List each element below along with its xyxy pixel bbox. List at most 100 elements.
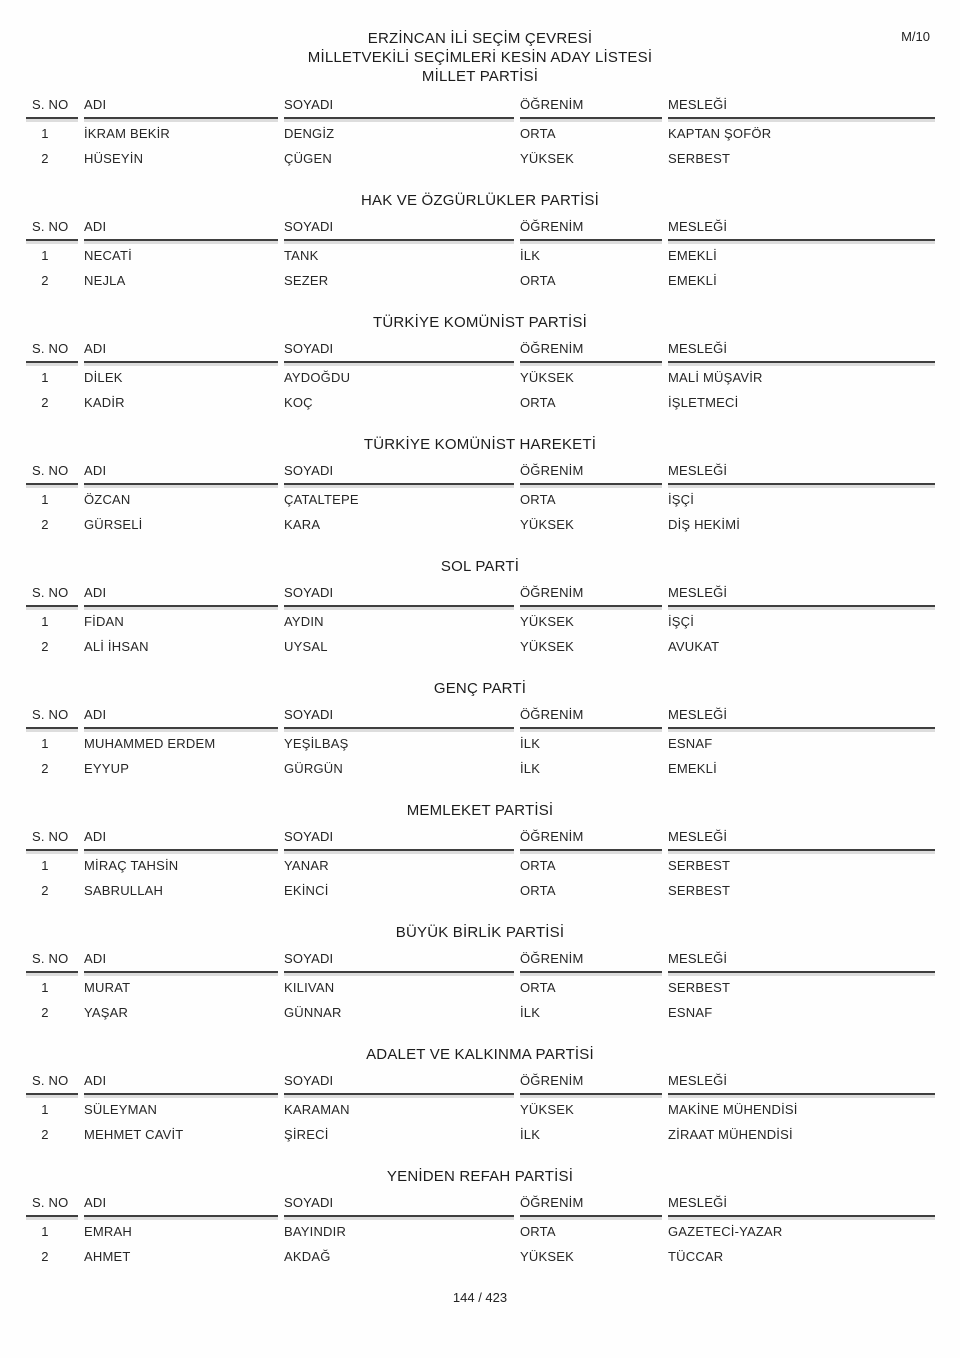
table-row: 1 NECATİ TANK İLK EMEKLİ <box>26 243 935 268</box>
column-header-ogrenim: ÖĞRENİM <box>520 97 662 119</box>
cell-ogrenim: YÜKSEK <box>520 1249 574 1264</box>
cell-ogrenim: ORTA <box>520 273 556 288</box>
column-header-meslegi: MESLEĞİ <box>668 463 935 485</box>
cell-adi: GÜRSELİ <box>84 517 143 532</box>
table-row: 1 MUHAMMED ERDEM YEŞİLBAŞ İLK ESNAF <box>26 731 935 756</box>
party-title: HAK VE ÖZGÜRLÜKLER PARTİSİ <box>360 192 600 209</box>
cell-soyadi: AYDOĞDU <box>284 370 351 385</box>
cell-no: 1 <box>41 858 49 873</box>
table-row: 1 DİLEK AYDOĞDU YÜKSEK MALİ MÜŞAVİR <box>26 365 935 390</box>
cell-soyadi: ÇATALTEPE <box>284 492 359 507</box>
column-header-soyadi: SOYADI <box>284 463 514 485</box>
cell-meslegi: TÜCCAR <box>668 1249 724 1264</box>
party-section: TÜRKİYE KOMÜNİST PARTİSİ S. NO ADI SOYADI Ö… <box>0 314 960 415</box>
party-section: ADALET VE KALKINMA PARTİSİ S. NO ADI SOYAD… <box>0 1046 960 1147</box>
cell-adi: MUHAMMED ERDEM <box>84 736 216 751</box>
cell-no: 2 <box>41 273 49 288</box>
column-header-adi: ADI <box>84 97 278 119</box>
title-list-name: MİLLETVEKİLİ SEÇİMLERİ KESİN ADAY LİSTES… <box>307 49 653 66</box>
cell-meslegi: İŞLETMECİ <box>668 395 739 410</box>
column-header-ogrenim: ÖĞRENİM <box>520 341 662 363</box>
cell-meslegi: ESNAF <box>668 736 713 751</box>
column-header-soyadi: SOYADI <box>284 585 514 607</box>
column-header-meslegi: MESLEĞİ <box>668 97 935 119</box>
cell-no: 1 <box>41 1102 49 1117</box>
cell-meslegi: KAPTAN ŞOFÖR <box>668 126 772 141</box>
cell-soyadi: DENGİZ <box>284 126 335 141</box>
cell-ogrenim: YÜKSEK <box>520 639 574 654</box>
column-header-no: S. NO <box>26 341 78 363</box>
candidate-table: S. NO ADI SOYADI ÖĞRENİM MESLEĞİ 1 MUHAMMED E… <box>26 707 935 781</box>
party-title: TÜRKİYE KOMÜNİST PARTİSİ <box>372 314 587 331</box>
table-row: 1 ÖZCAN ÇATALTEPE ORTA İŞÇİ <box>26 487 935 512</box>
column-header-meslegi: MESLEĞİ <box>668 341 935 363</box>
doc-code: M/10 <box>901 29 930 44</box>
column-header-meslegi: MESLEĞİ <box>668 1195 935 1217</box>
cell-adi: DİLEK <box>84 370 123 385</box>
party-title: YENİDEN REFAH PARTİSİ <box>386 1168 574 1185</box>
column-header-adi: ADI <box>84 341 278 363</box>
cell-soyadi: EKİNCİ <box>284 883 329 898</box>
party-title: GENÇ PARTİ <box>433 680 527 697</box>
table-header-row: S. NO ADI SOYADI ÖĞRENİM MESLEĞİ <box>26 463 935 487</box>
cell-ogrenim: ORTA <box>520 1224 556 1239</box>
cell-adi: ÖZCAN <box>84 492 131 507</box>
cell-soyadi: GÜNNAR <box>284 1005 342 1020</box>
cell-soyadi: KARA <box>284 517 321 532</box>
party-section: S. NO ADI SOYADI ÖĞRENİM MESLEĞİ 1 İKRAM BEKİ… <box>0 97 960 171</box>
table-row: 1 İKRAM BEKİR DENGİZ ORTA KAPTAN ŞOFÖR <box>26 121 935 146</box>
document-header: ERZİNCAN İLİ SEÇİM ÇEVRESİ MİLLETVEKİLİ … <box>0 0 960 86</box>
page-number: 144 / 423 <box>452 1290 508 1305</box>
cell-no: 2 <box>41 1249 49 1264</box>
cell-no: 1 <box>41 614 49 629</box>
cell-no: 2 <box>41 883 49 898</box>
column-header-soyadi: SOYADI <box>284 829 514 851</box>
column-header-meslegi: MESLEĞİ <box>668 585 935 607</box>
column-header-ogrenim: ÖĞRENİM <box>520 585 662 607</box>
cell-soyadi: KILIVAN <box>284 980 335 995</box>
party-title: TÜRKİYE KOMÜNİST HAREKETİ <box>363 436 597 453</box>
table-header-row: S. NO ADI SOYADI ÖĞRENİM MESLEĞİ <box>26 341 935 365</box>
cell-soyadi: ÇÜGEN <box>284 151 332 166</box>
cell-meslegi: DİŞ HEKİMİ <box>668 517 741 532</box>
candidate-table: S. NO ADI SOYADI ÖĞRENİM MESLEĞİ 1 EMRAH BAYIN… <box>26 1195 935 1269</box>
cell-meslegi: İŞÇİ <box>668 614 695 629</box>
cell-soyadi: TANK <box>284 248 319 263</box>
cell-no: 1 <box>41 736 49 751</box>
cell-no: 2 <box>41 517 49 532</box>
cell-soyadi: AKDAĞ <box>284 1249 331 1264</box>
cell-no: 1 <box>41 370 49 385</box>
column-header-adi: ADI <box>84 829 278 851</box>
table-row: 1 FİDAN AYDIN YÜKSEK İŞÇİ <box>26 609 935 634</box>
cell-no: 2 <box>41 639 49 654</box>
cell-meslegi: MALİ MÜŞAVİR <box>668 370 763 385</box>
column-header-no: S. NO <box>26 97 78 119</box>
cell-no: 2 <box>41 151 49 166</box>
cell-ogrenim: ORTA <box>520 883 556 898</box>
column-header-adi: ADI <box>84 707 278 729</box>
column-header-no: S. NO <box>26 585 78 607</box>
candidate-table: S. NO ADI SOYADI ÖĞRENİM MESLEĞİ 1 MİRAÇ TAHS… <box>26 829 935 903</box>
cell-no: 1 <box>41 126 49 141</box>
table-row: 2 SABRULLAH EKİNCİ ORTA SERBEST <box>26 878 935 903</box>
table-row: 2 HÜSEYİN ÇÜGEN YÜKSEK SERBEST <box>26 146 935 171</box>
column-header-soyadi: SOYADI <box>284 97 514 119</box>
column-header-soyadi: SOYADI <box>284 1195 514 1217</box>
column-header-ogrenim: ÖĞRENİM <box>520 1195 662 1217</box>
candidate-table: S. NO ADI SOYADI ÖĞRENİM MESLEĞİ 1 İKRAM BEKİ… <box>26 97 935 171</box>
column-header-ogrenim: ÖĞRENİM <box>520 707 662 729</box>
column-header-meslegi: MESLEĞİ <box>668 219 935 241</box>
cell-ogrenim: İLK <box>520 736 541 751</box>
cell-meslegi: SERBEST <box>668 151 731 166</box>
column-header-ogrenim: ÖĞRENİM <box>520 951 662 973</box>
table-header-row: S. NO ADI SOYADI ÖĞRENİM MESLEĞİ <box>26 1195 935 1219</box>
cell-adi: EMRAH <box>84 1224 132 1239</box>
column-header-no: S. NO <box>26 951 78 973</box>
cell-ogrenim: ORTA <box>520 126 556 141</box>
column-header-meslegi: MESLEĞİ <box>668 707 935 729</box>
table-row: 2 AHMET AKDAĞ YÜKSEK TÜCCAR <box>26 1244 935 1269</box>
cell-meslegi: MAKİNE MÜHENDİSİ <box>668 1102 798 1117</box>
table-row: 2 YAŞAR GÜNNAR İLK ESNAF <box>26 1000 935 1025</box>
column-header-meslegi: MESLEĞİ <box>668 829 935 851</box>
cell-meslegi: AVUKAT <box>668 639 720 654</box>
